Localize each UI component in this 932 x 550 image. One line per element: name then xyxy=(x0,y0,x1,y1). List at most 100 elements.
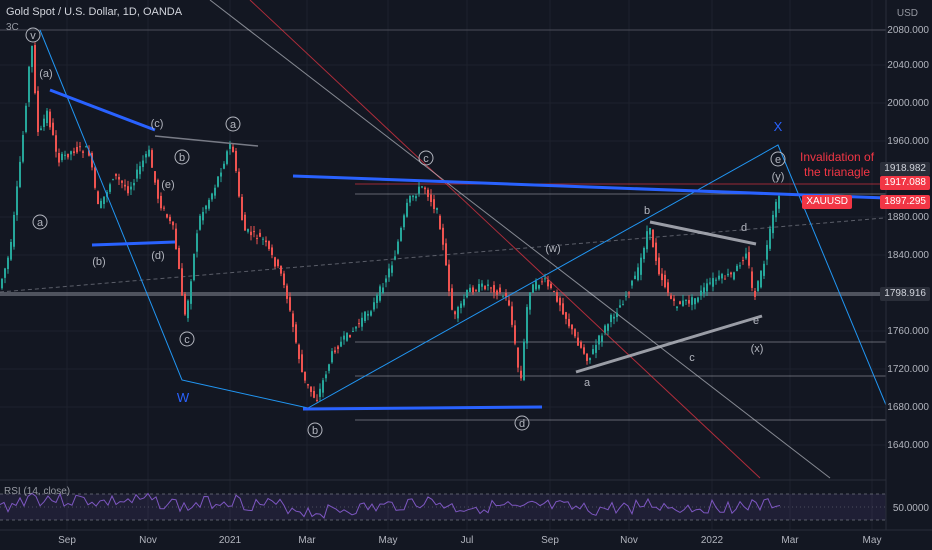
candle-body xyxy=(91,152,93,168)
candle-body xyxy=(7,257,9,270)
white-diagonal[interactable] xyxy=(209,0,831,479)
time-axis[interactable]: Sep Nov 2021 Mar May Jul Sep Nov 2022 Ma… xyxy=(58,535,881,546)
diagonal-lines[interactable] xyxy=(0,0,885,479)
grey-connector[interactable] xyxy=(154,135,259,147)
candle-body xyxy=(745,253,747,259)
price-tick: 1640.000 xyxy=(887,440,929,451)
price-axis[interactable] xyxy=(886,0,932,530)
candle-body xyxy=(148,149,150,157)
candle-body xyxy=(655,242,657,261)
candle-body xyxy=(70,151,72,155)
candle-body xyxy=(223,163,225,169)
trendline-lower-left[interactable] xyxy=(91,240,176,247)
candle-body xyxy=(268,241,270,249)
rsi-level-tick: 50.0000 xyxy=(893,503,930,514)
candle-body xyxy=(586,353,588,362)
candle-body xyxy=(313,390,315,398)
candle-body xyxy=(178,247,180,270)
candle-body xyxy=(763,263,765,276)
candle-body xyxy=(649,227,651,235)
candle-body xyxy=(97,191,99,205)
candle-body xyxy=(739,265,741,267)
candle-body xyxy=(502,296,504,298)
candle-body xyxy=(304,371,306,381)
triangle-upper[interactable] xyxy=(649,220,757,246)
candle-body xyxy=(421,186,423,188)
candle-body xyxy=(211,193,213,200)
candle-body xyxy=(145,153,147,158)
candle-body xyxy=(559,297,561,306)
trendline-upper-long[interactable] xyxy=(292,174,887,200)
candle-body xyxy=(667,282,669,293)
horizontal-levels[interactable] xyxy=(0,29,886,421)
candle-body xyxy=(331,351,333,363)
candle-body xyxy=(40,128,42,130)
candle-body xyxy=(676,306,678,309)
candle-body xyxy=(1,278,3,289)
symbol-title[interactable]: Gold Spot / U.S. Dollar, 1D, OANDA xyxy=(6,6,183,18)
candle-body xyxy=(142,160,144,168)
candle-body xyxy=(733,272,735,280)
candle-body xyxy=(220,172,222,177)
candle-body xyxy=(121,180,123,183)
candle-body xyxy=(241,196,243,221)
candle-body xyxy=(172,221,174,226)
candle-body xyxy=(127,186,129,194)
candle-body xyxy=(169,216,171,222)
candle-body xyxy=(601,335,603,342)
candle-body xyxy=(688,300,690,304)
candle-body xyxy=(10,241,12,260)
label-b-lower: b xyxy=(644,205,650,217)
candle-body xyxy=(298,344,300,360)
candle-body xyxy=(598,335,600,345)
candle-body xyxy=(400,228,402,241)
candle-body xyxy=(376,295,378,303)
trendline-bottom[interactable] xyxy=(302,405,543,411)
candle-body xyxy=(109,184,111,192)
red-diagonal[interactable] xyxy=(249,0,761,479)
candle-body xyxy=(301,354,303,373)
candle-body xyxy=(484,286,486,290)
candle-body xyxy=(706,283,708,292)
candle-body xyxy=(343,335,345,340)
candle-body xyxy=(760,270,762,288)
candle-body xyxy=(520,370,522,379)
rsi-pane[interactable] xyxy=(0,479,932,521)
rsi-indicator-label[interactable]: RSI (14, close) xyxy=(4,486,71,497)
candle-body xyxy=(139,166,141,175)
blue-trendlines[interactable] xyxy=(49,88,887,411)
candle-body xyxy=(472,287,474,293)
label-v: v xyxy=(30,30,36,42)
label-a-paren: (a) xyxy=(39,68,52,80)
trendline-upper-left[interactable] xyxy=(49,88,156,132)
candle-body xyxy=(436,208,438,210)
candle-body xyxy=(652,229,654,248)
dashed-trend[interactable] xyxy=(0,217,885,293)
currency-label[interactable]: USD xyxy=(896,8,918,19)
candle-body xyxy=(541,281,543,283)
candle-body xyxy=(496,290,498,295)
candle-body xyxy=(25,105,27,132)
candle-body xyxy=(118,177,120,180)
price-tag-1798: 1798.916 xyxy=(880,287,930,301)
candle-body xyxy=(766,244,768,260)
candle-body xyxy=(475,290,477,292)
candle-body xyxy=(355,326,357,329)
candle-body xyxy=(574,329,576,337)
candle-body xyxy=(595,344,597,353)
label-c-circ-left: c xyxy=(184,334,190,346)
candle-body xyxy=(208,199,210,209)
candle-body xyxy=(292,313,294,327)
candle-body xyxy=(64,154,66,156)
price-tick: 2080.000 xyxy=(887,25,929,36)
candle-body xyxy=(775,201,777,218)
candle-body xyxy=(280,265,282,274)
candle-body xyxy=(22,135,24,162)
candle-body xyxy=(481,283,483,287)
candle-body xyxy=(721,273,723,279)
triangle-lower[interactable] xyxy=(575,314,763,374)
candle-body xyxy=(130,186,132,190)
triangle-lines[interactable] xyxy=(575,220,763,374)
candle-body xyxy=(244,214,246,231)
